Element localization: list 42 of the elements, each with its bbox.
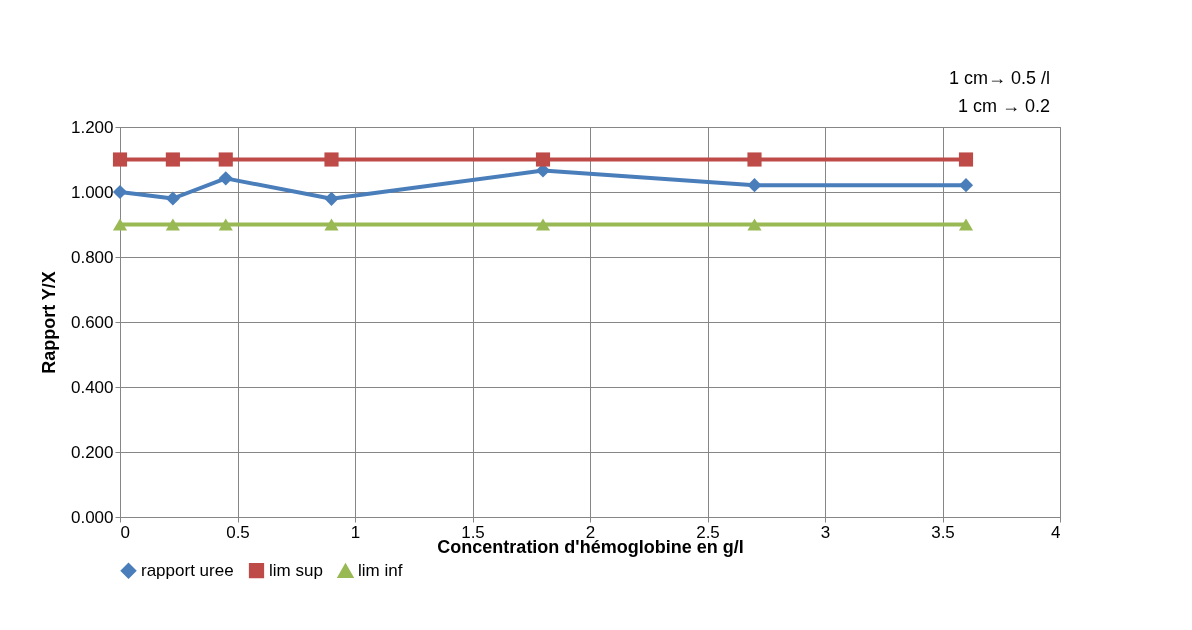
legend-label: rapport uree [141,560,234,580]
point [958,152,974,167]
point [958,178,974,193]
point [218,171,233,186]
x-tick-label: 3.5 [931,522,955,542]
legend-label: lim inf [358,561,403,581]
y-tick-label: 1.200 [70,117,114,137]
point [165,218,180,231]
y-tick-label: 0.400 [70,377,114,397]
y-tick-label: 0.200 [70,442,114,462]
point [747,152,762,167]
y-axis-title: Rapport Y/X [38,271,59,374]
x-tick-label: 4 [1051,522,1061,542]
point [165,152,180,167]
point [747,178,762,193]
point [324,152,339,167]
y-tick-label: 0.600 [70,312,114,332]
point [112,184,128,200]
y-tick-label: 1.000 [70,182,114,202]
point [324,191,339,206]
x-tick-label: 1 [350,522,361,542]
point [958,218,974,231]
y-tick-label: 0.000 [70,507,114,527]
point [112,152,128,167]
x-tick-label: 0.5 [226,522,250,542]
x-tick-label: 2 [585,522,596,542]
x-tick-label: 2.5 [696,522,720,542]
x-tick-label: 3 [820,522,831,542]
text: 1 cm→ 0.5 /l [948,68,1050,88]
x-tick-label: 1.5 [461,522,485,542]
legend-label: lim sup [269,560,323,580]
text: 1 cm → 0.2 [957,96,1050,116]
point [112,218,128,231]
point [535,152,551,167]
x-tick-label: 0 [120,522,130,542]
point [535,218,551,231]
point [324,218,339,231]
y-tick-label: 0.800 [70,247,114,267]
point [165,191,180,206]
point [747,218,762,231]
point [218,152,233,167]
point [218,218,233,231]
